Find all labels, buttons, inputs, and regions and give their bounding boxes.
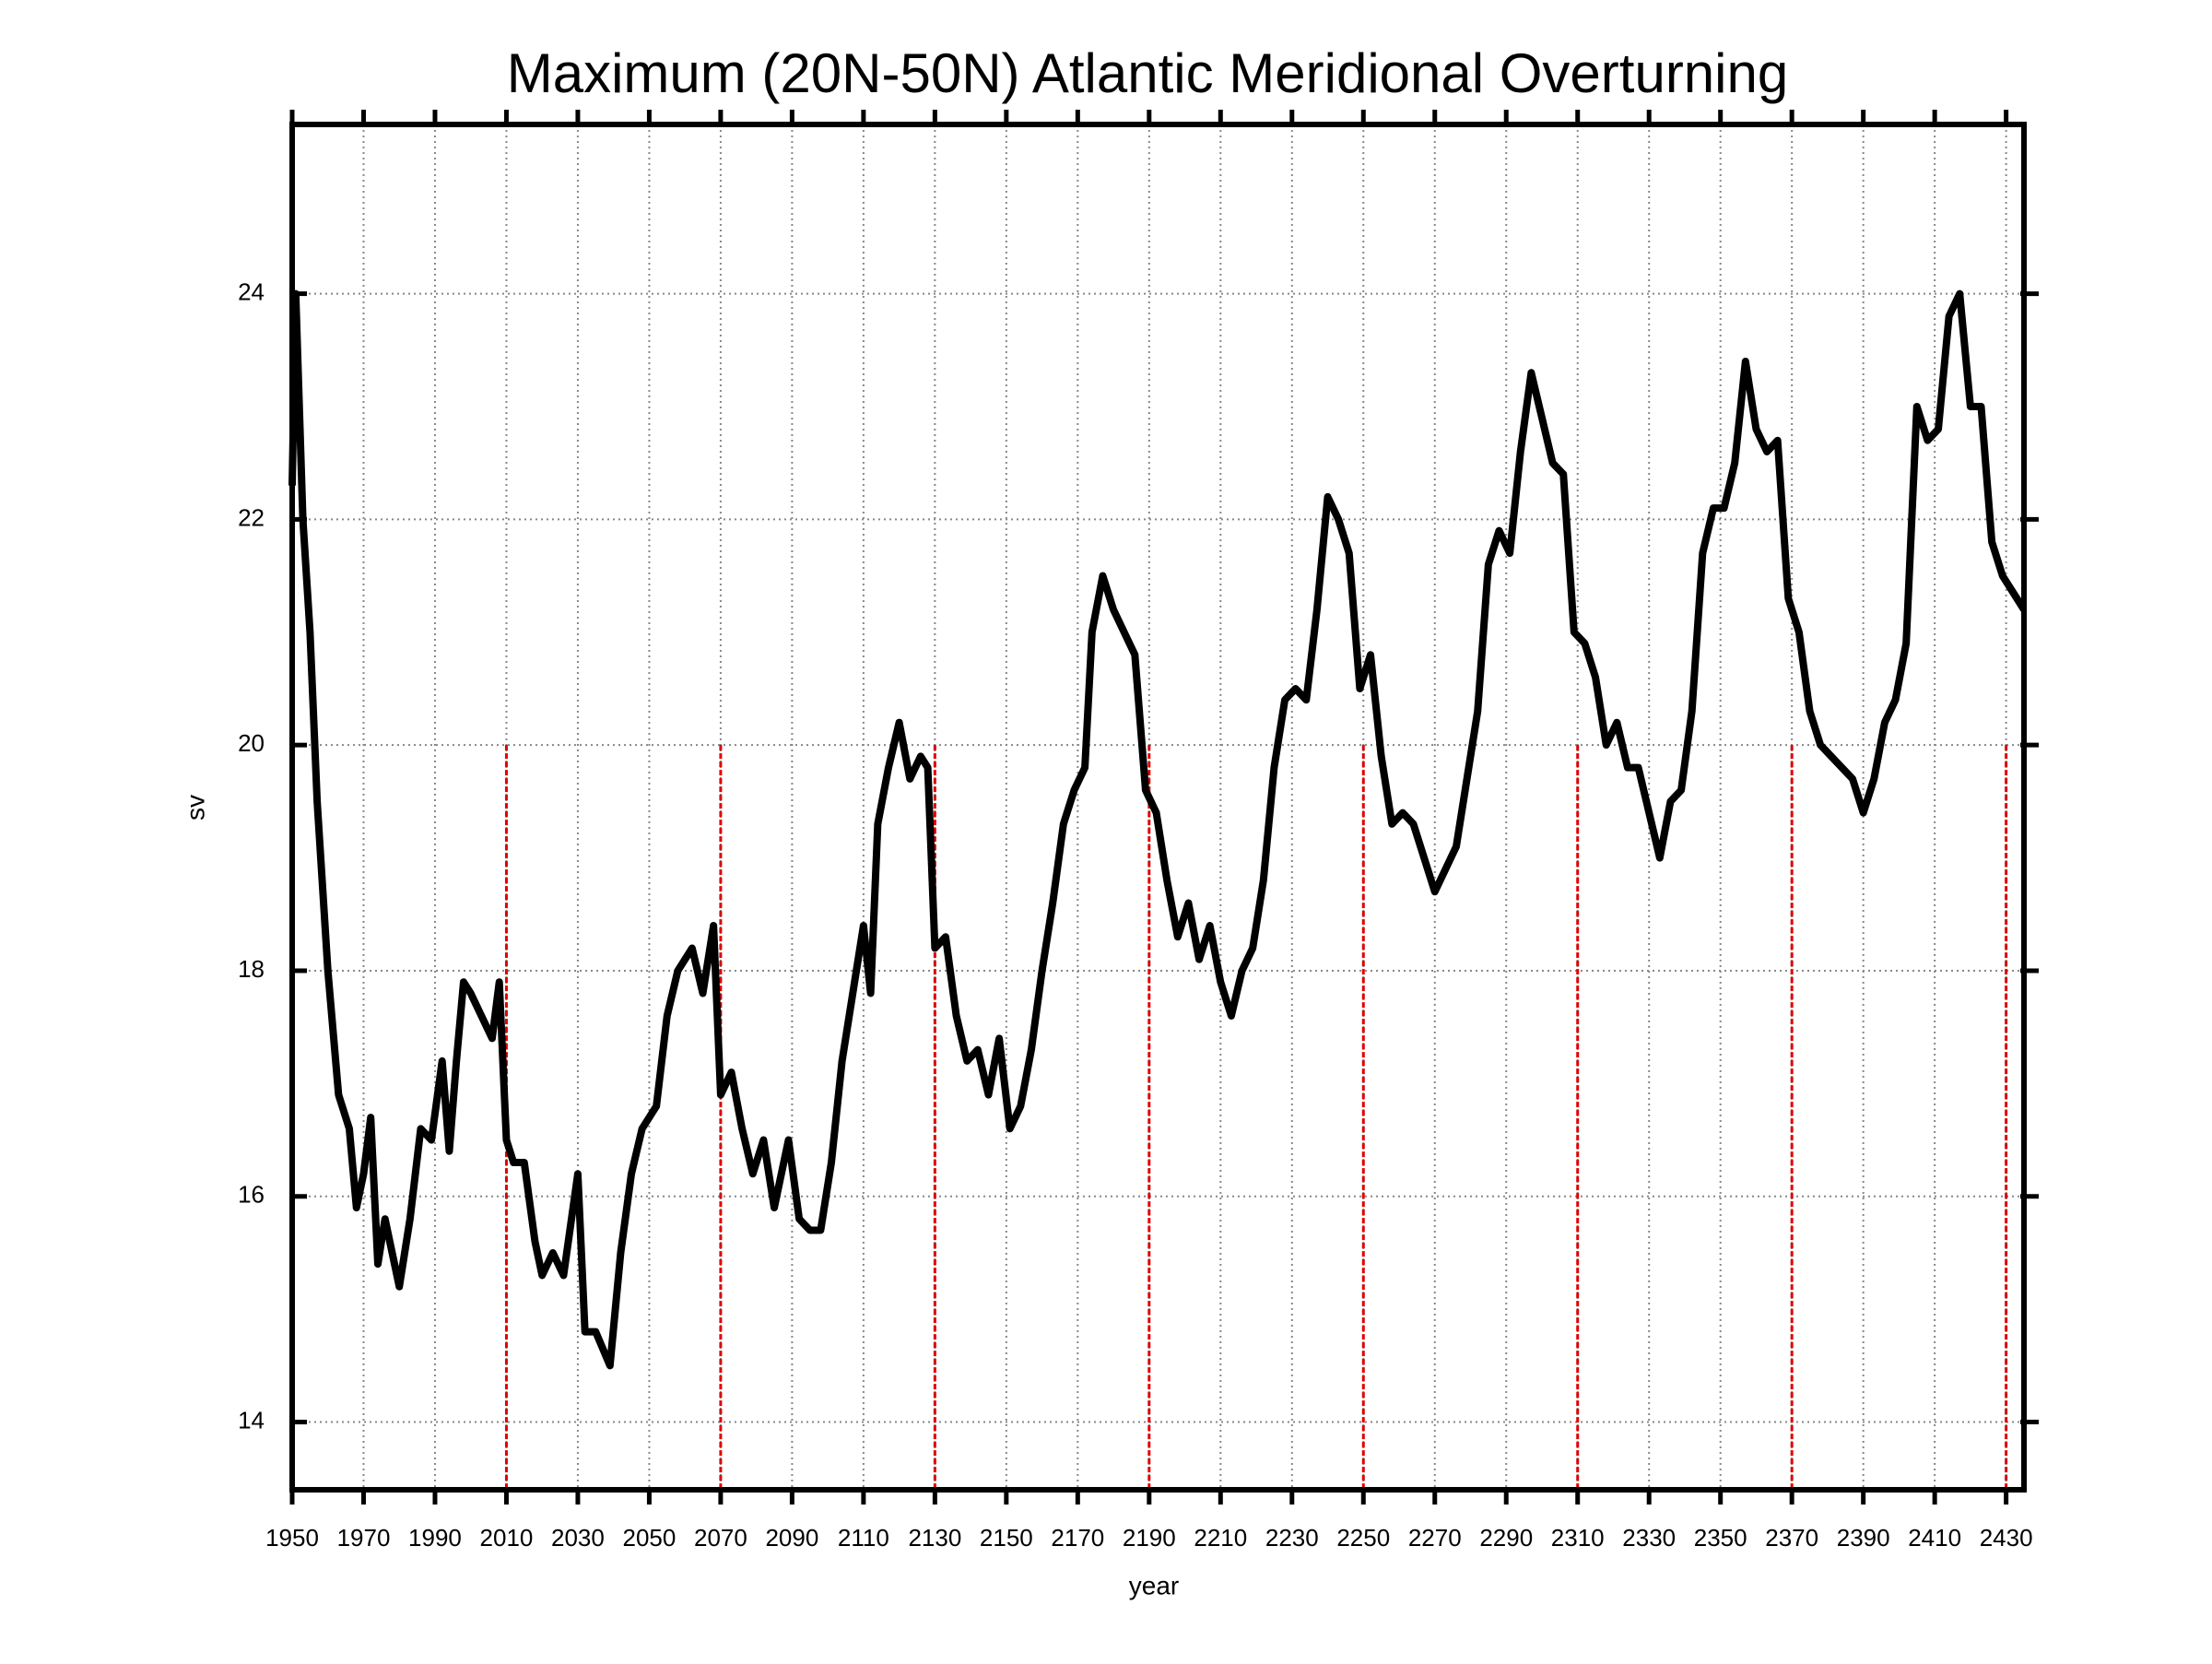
chart-title: Maximum (20N-50N) Atlantic Meridional Ov… (507, 42, 1789, 104)
x-tick-label: 1970 (337, 1524, 391, 1552)
x-axis-label: year (1129, 1571, 1179, 1599)
y-tick-label: 14 (238, 1406, 265, 1434)
y-tick-label: 24 (238, 277, 265, 305)
x-tick-label: 2150 (980, 1524, 1033, 1552)
x-tick-label: 2090 (765, 1524, 818, 1552)
axes: 1950 1970 1990 2010 2030 2050 2070 2090 2110 2130… (238, 110, 2039, 1552)
x-tick-label: 1950 (265, 1524, 319, 1552)
plot-marks (288, 289, 2028, 1490)
x-tick-label: 2350 (1694, 1524, 1747, 1552)
x-tick-label: 2110 (838, 1524, 889, 1552)
y-axis-label: sv (181, 795, 209, 820)
x-tick-label: 2230 (1265, 1524, 1319, 1552)
x-tick-label: 2050 (623, 1524, 677, 1552)
x-tick-label: 2410 (1908, 1524, 1961, 1552)
x-tick-label: 2030 (551, 1524, 605, 1552)
x-tick-label: 2290 (1479, 1524, 1533, 1552)
x-tick-label: 2430 (1980, 1524, 2033, 1552)
y-tick-label: 20 (238, 729, 265, 757)
data-line (288, 289, 2028, 1370)
grid (291, 124, 2024, 1490)
x-tick-label: 2070 (694, 1524, 747, 1552)
y-tick-label: 16 (238, 1181, 265, 1209)
x-tick-label: 2210 (1194, 1524, 1247, 1552)
x-tick-label: 2010 (480, 1524, 534, 1552)
x-tick-label: 2170 (1051, 1524, 1104, 1552)
x-tick-label: 1990 (408, 1524, 462, 1552)
y-tick-label: 18 (238, 955, 265, 983)
x-tick-label: 2250 (1336, 1524, 1390, 1552)
plot-frame (289, 122, 2027, 1493)
x-tick-label: 2390 (1837, 1524, 1890, 1552)
x-tick-label: 2310 (1551, 1524, 1605, 1552)
x-tick-label: 2270 (1408, 1524, 1462, 1552)
x-tick-label: 2330 (1622, 1524, 1676, 1552)
y-tick-label: 22 (238, 503, 265, 531)
x-tick-label: 2190 (1123, 1524, 1176, 1552)
x-tick-label: 2130 (908, 1524, 961, 1552)
x-tick-label: 2370 (1765, 1524, 1818, 1552)
